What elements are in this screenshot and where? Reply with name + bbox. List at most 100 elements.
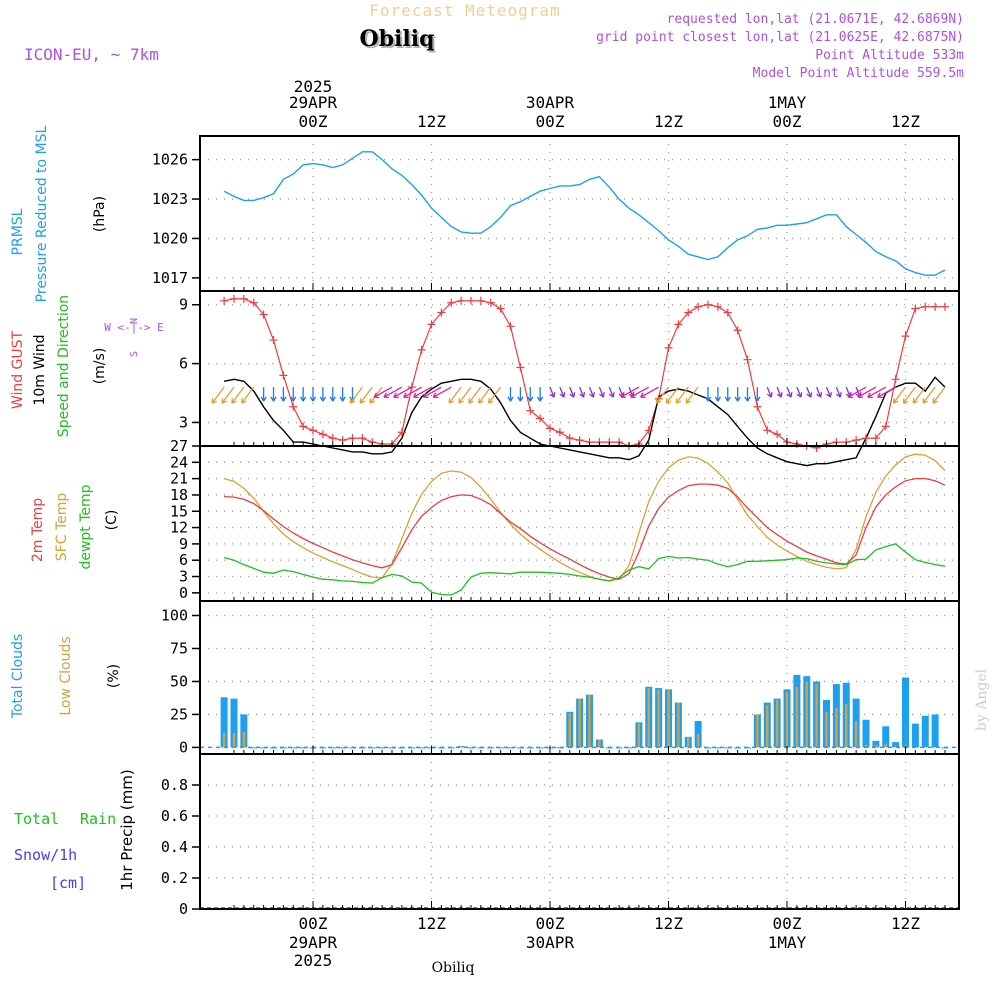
- total-cloud-bar: [862, 719, 870, 748]
- gust-point: [565, 434, 574, 443]
- gust-point: [773, 430, 782, 439]
- gust-point: [891, 375, 900, 384]
- low-cloud-bar: [647, 688, 650, 748]
- top-hour-label: 12Z: [891, 112, 920, 131]
- wind-arrow-head: [270, 396, 277, 402]
- low-cloud-bar: [894, 746, 897, 748]
- wind-arrow-head: [373, 392, 380, 398]
- wind-arrow-head: [932, 398, 938, 404]
- wind-arrow: [211, 386, 225, 404]
- wind-arrow: [608, 386, 614, 398]
- y-tick-label: 0.6: [161, 807, 188, 825]
- gust-point: [358, 434, 367, 443]
- total-cloud-bar: [240, 714, 248, 748]
- wind-arrow: [796, 386, 802, 398]
- y-tick-label: 0.2: [161, 869, 188, 887]
- gust-point: [931, 302, 940, 311]
- low-cloud-bar: [854, 721, 858, 748]
- wind-arrow-head: [630, 392, 636, 398]
- total-cloud-bar: [260, 747, 268, 749]
- wind-arrow-head: [319, 396, 327, 402]
- wind-label-speed-dir: Speed and Direction: [56, 295, 72, 437]
- low-cloud-bar: [815, 684, 818, 748]
- gust-point: [753, 402, 762, 411]
- low-cloud-bar: [696, 734, 700, 748]
- wind-arrow-head: [422, 392, 429, 398]
- gust-point: [447, 298, 456, 307]
- clouds-unit: (%): [106, 664, 122, 688]
- gust-point: [555, 428, 564, 437]
- total-cloud-bar: [378, 747, 386, 749]
- total-cloud-bar: [507, 747, 514, 749]
- location-shadow: Obiliq: [361, 28, 436, 54]
- wind-arrow-head: [796, 392, 803, 398]
- gust-point: [220, 296, 229, 305]
- y-tick-label: 21: [170, 470, 188, 488]
- gust-point: [733, 326, 742, 335]
- total-cloud-bar: [724, 747, 732, 749]
- wind-arrow-head: [241, 398, 247, 404]
- wind-arrow-head: [478, 398, 484, 404]
- bottom-hour-label: 00Z: [536, 914, 565, 933]
- wind-arrow-head: [665, 398, 672, 404]
- wind-arrow-head: [922, 398, 929, 404]
- gust-point: [476, 296, 485, 305]
- low-cloud-bar: [242, 731, 246, 748]
- grid-lines: [200, 136, 959, 910]
- clouds-label-low: Low Clouds: [58, 636, 74, 715]
- low-cloud-bar: [657, 689, 660, 748]
- low-cloud-bar: [785, 692, 789, 748]
- total-cloud-bar: [329, 747, 337, 749]
- panel-frame: [199, 753, 960, 910]
- gust-point: [506, 322, 515, 331]
- gust-point: [526, 406, 535, 415]
- location-title: Obiliq: [359, 26, 434, 52]
- y-tick-label: 9: [179, 535, 188, 553]
- y-tick-label: 18: [170, 486, 188, 504]
- temp-label-2m: 2m Temp: [30, 498, 46, 562]
- y-tick-label: 3: [179, 568, 188, 586]
- gust-point: [871, 434, 880, 443]
- gust-point: [486, 298, 495, 307]
- gridpoint-coords: grid point closest lon,lat (21.0625E, 42…: [596, 30, 964, 45]
- wind-arrow-head: [912, 398, 919, 404]
- wind-arrow-head: [309, 396, 317, 402]
- y-tick-label: 0.8: [161, 776, 188, 794]
- wind-arrow-head: [877, 392, 883, 398]
- wind-arrow-head: [766, 392, 773, 398]
- wind-arrow: [665, 386, 679, 404]
- total-cloud-bar: [230, 698, 238, 748]
- wind-arrow-head: [432, 392, 439, 398]
- gust-point: [743, 355, 752, 364]
- wind-arrow-head: [403, 392, 409, 398]
- wind-arrow-head: [579, 392, 586, 398]
- y-tick-label: 3: [179, 413, 188, 431]
- low-cloud-bar: [825, 711, 828, 748]
- gust-point: [704, 300, 712, 309]
- wind-arrow: [867, 386, 887, 398]
- bottom-hour-label: 00Z: [299, 914, 328, 933]
- y-tick-label: 12: [170, 519, 188, 537]
- compass-south: S: [129, 351, 140, 357]
- y-tick-label: 1026: [152, 151, 188, 169]
- wind-arrow-head: [704, 396, 712, 402]
- bottom-hour-label: 00Z: [773, 914, 802, 933]
- y-tick-label: 0.4: [161, 838, 188, 856]
- chart-title: Forecast Meteogram: [369, 1, 560, 20]
- wind-label-gust: Wind GUST: [10, 330, 26, 409]
- top-date-label: 1MAY: [768, 93, 807, 112]
- wind-arrow: [816, 386, 822, 398]
- gust-point: [289, 402, 298, 411]
- gust-point: [259, 310, 268, 319]
- wind-arrow-head: [517, 396, 524, 402]
- bottom-date-label: 29APR: [289, 933, 338, 952]
- pressure-line: [223, 151, 946, 276]
- low-cloud-bar: [845, 703, 848, 748]
- y-tick-label: 0: [179, 738, 188, 756]
- wind-arrow-head: [835, 392, 842, 398]
- low-cloud-bar: [232, 732, 236, 748]
- total-cloud-bar: [536, 747, 544, 749]
- wind-arrow: [221, 386, 235, 404]
- gust-point: [664, 343, 673, 352]
